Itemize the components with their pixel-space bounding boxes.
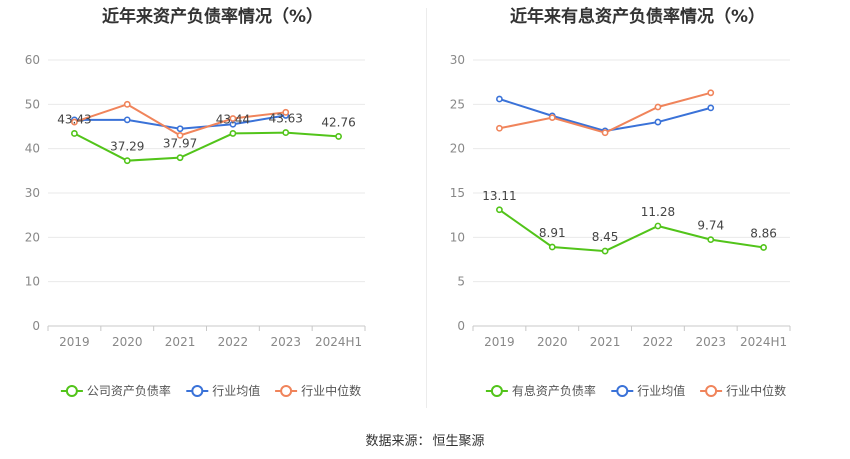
left-data-point bbox=[123, 100, 131, 108]
right-y-tick-label: 25 bbox=[450, 97, 465, 111]
right-legend-item-1[interactable]: 行业均值 bbox=[611, 383, 685, 398]
data-source-name: 恒生聚源 bbox=[432, 434, 485, 449]
left-data-point bbox=[229, 115, 237, 122]
left-data-point bbox=[282, 108, 290, 116]
left-x-tick-label: 2024H1 bbox=[315, 335, 362, 349]
legend-label: 公司资产负债率 bbox=[87, 383, 171, 398]
right-data-label: 8.86 bbox=[750, 226, 777, 240]
left-y-tick-label: 30 bbox=[25, 186, 40, 200]
right-data-point bbox=[760, 244, 767, 251]
chart-title-left: 近年来资产负债率情况（%） bbox=[101, 7, 324, 27]
right-data-point bbox=[548, 243, 556, 251]
right-data-label: 13.11 bbox=[482, 189, 516, 203]
left-y-tick-label: 10 bbox=[25, 275, 40, 289]
debt-ratio-chart: 0 10 20 30 40 50 60 2019 2020 2021 2022 2023 2024H1 4… bbox=[25, 53, 366, 398]
left-data-label: 42.76 bbox=[321, 115, 355, 129]
left-data-point bbox=[71, 130, 78, 137]
right-x-tick-label: 2021 bbox=[590, 335, 621, 349]
left-y-tick-label: 40 bbox=[25, 142, 40, 156]
legend-marker bbox=[65, 385, 78, 397]
left-data-point bbox=[176, 125, 184, 133]
right-series-line-0 bbox=[498, 208, 764, 253]
right-x-tick-label: 2024H1 bbox=[740, 335, 787, 349]
left-data-point bbox=[123, 157, 131, 165]
legend-label: 行业均值 bbox=[212, 383, 260, 398]
data-source: 数据来源： 恒生聚源 bbox=[0, 430, 850, 449]
left-y-tick-label: 60 bbox=[25, 53, 40, 67]
legend-label: 有息资产负债率 bbox=[512, 383, 596, 398]
left-x-tick-label: 2022 bbox=[218, 335, 249, 349]
right-data-label: 9.74 bbox=[697, 219, 724, 233]
left-series-line-0 bbox=[73, 131, 339, 162]
left-data-point bbox=[176, 131, 184, 139]
legend-label: 行业均值 bbox=[637, 383, 685, 398]
left-y-tick-label: 50 bbox=[25, 97, 40, 111]
right-y-tick-label: 15 bbox=[450, 186, 465, 200]
right-data-point bbox=[548, 114, 556, 122]
left-data-label: 37.29 bbox=[110, 140, 144, 154]
right-y-tick-label: 10 bbox=[450, 230, 465, 244]
left-data-label: 43.44 bbox=[216, 112, 250, 126]
legend-marker bbox=[616, 385, 629, 397]
right-data-point bbox=[654, 103, 662, 111]
interest-debt-ratio-chart: 0 5 10 15 20 25 30 2019 2020 2021 2022 2023 2024H1 13… bbox=[450, 53, 791, 398]
legend-marker bbox=[705, 385, 718, 397]
right-legend-item-0[interactable]: 有息资产负债率 bbox=[485, 383, 596, 398]
left-data-point bbox=[335, 133, 342, 140]
chart-title-right: 近年来有息资产负债率情况（%） bbox=[509, 7, 766, 27]
left-data-point bbox=[229, 130, 237, 137]
left-x-tick-label: 2023 bbox=[270, 335, 301, 349]
right-data-point bbox=[601, 247, 609, 255]
right-y-tick-label: 20 bbox=[450, 142, 465, 156]
right-data-point bbox=[496, 124, 503, 132]
right-legend-item-2[interactable]: 行业中位数 bbox=[700, 383, 786, 398]
data-source-label: 数据来源： bbox=[365, 434, 431, 449]
right-series-line-1 bbox=[499, 98, 712, 132]
right-data-label: 11.28 bbox=[641, 205, 675, 219]
legend-marker bbox=[280, 385, 293, 397]
left-data-point bbox=[123, 116, 131, 124]
left-data-label: 43.63 bbox=[269, 112, 303, 126]
right-data-point bbox=[707, 104, 715, 112]
right-x-tick-label: 2023 bbox=[695, 335, 726, 349]
legend-label: 行业中位数 bbox=[726, 383, 786, 398]
left-y-tick-label: 20 bbox=[25, 230, 40, 244]
left-y-tick-label: 0 bbox=[32, 319, 40, 333]
right-data-point bbox=[707, 89, 715, 97]
right-data-point bbox=[654, 118, 662, 126]
legend-label: 行业中位数 bbox=[301, 383, 361, 398]
right-data-label: 8.91 bbox=[539, 226, 566, 240]
left-x-tick-label: 2021 bbox=[165, 335, 196, 349]
chart-divider bbox=[426, 8, 427, 408]
left-data-point bbox=[176, 154, 184, 162]
left-data-label: 43.43 bbox=[57, 112, 91, 126]
right-y-tick-label: 30 bbox=[450, 53, 465, 67]
legend-marker bbox=[490, 385, 503, 397]
right-y-tick-label: 0 bbox=[457, 319, 465, 333]
left-x-tick-label: 2020 bbox=[112, 335, 143, 349]
left-data-label: 37.97 bbox=[163, 137, 197, 151]
right-y-tick-label: 5 bbox=[457, 275, 465, 289]
left-legend-item-2[interactable]: 行业中位数 bbox=[275, 383, 361, 398]
right-x-tick-label: 2022 bbox=[643, 335, 674, 349]
left-x-tick-label: 2019 bbox=[59, 335, 90, 349]
legend-marker bbox=[191, 385, 204, 397]
left-legend-item-1[interactable]: 行业均值 bbox=[186, 383, 260, 398]
right-data-point bbox=[496, 95, 503, 103]
right-data-point bbox=[496, 206, 503, 214]
right-data-point bbox=[707, 236, 715, 244]
left-data-point bbox=[71, 118, 78, 126]
right-data-label: 8.45 bbox=[592, 230, 619, 244]
right-series-line-2 bbox=[499, 91, 712, 134]
right-x-tick-label: 2019 bbox=[484, 335, 515, 349]
left-legend-item-0[interactable]: 公司资产负债率 bbox=[60, 383, 171, 398]
right-data-point bbox=[601, 129, 609, 137]
right-data-point bbox=[654, 222, 662, 230]
left-data-point bbox=[282, 129, 290, 136]
right-x-tick-label: 2020 bbox=[537, 335, 568, 349]
